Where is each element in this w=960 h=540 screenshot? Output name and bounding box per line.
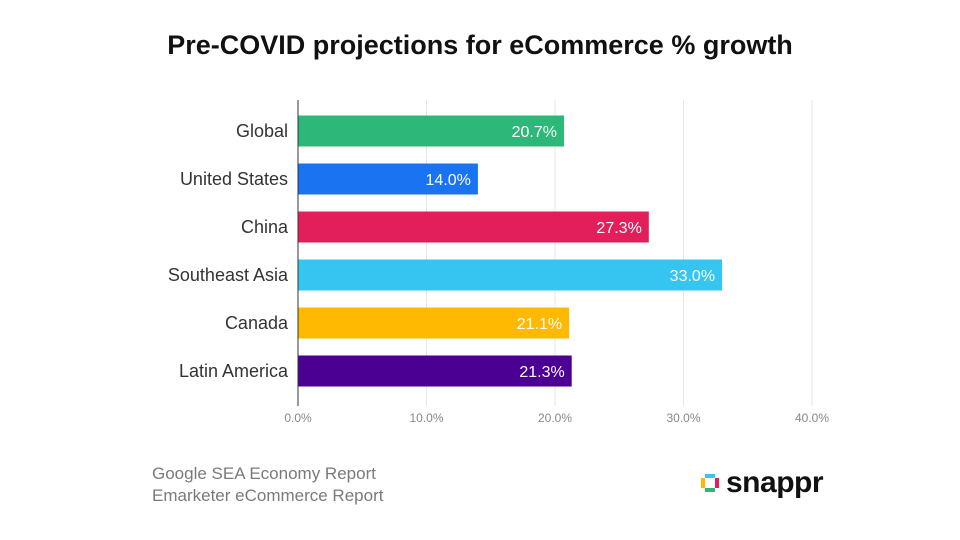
category-label: Latin America	[179, 361, 289, 381]
bar	[298, 163, 478, 195]
bar	[298, 211, 649, 243]
category-label: Southeast Asia	[168, 265, 289, 285]
bar-value-label: 21.3%	[519, 364, 564, 381]
category-label: Canada	[225, 313, 289, 333]
gridlines: 0.0% 10.0% 20.0% 30.0% 40.0%	[284, 100, 829, 425]
snappr-logo-icon	[701, 474, 719, 492]
bar	[298, 115, 564, 147]
x-tick-label: 10.0%	[409, 411, 443, 425]
category-label: China	[241, 217, 289, 237]
bar-value-label: 14.0%	[426, 172, 471, 189]
category-label: United States	[180, 169, 288, 189]
x-tick-label: 40.0%	[795, 411, 829, 425]
snappr-logo: snappr	[700, 466, 824, 499]
bar-value-label: 21.1%	[517, 316, 562, 333]
sources: Google SEA Economy Report Emarketer eCom…	[152, 463, 383, 507]
bar-value-label: 27.3%	[596, 220, 641, 237]
bar-value-label: 33.0%	[670, 268, 715, 285]
source-line-2: Emarketer eCommerce Report	[152, 486, 384, 505]
snappr-logo-text: snappr	[726, 466, 824, 499]
bar-value-label: 20.7%	[512, 124, 557, 141]
x-tick-label: 30.0%	[666, 411, 700, 425]
source-line-1: Google SEA Economy Report	[152, 464, 376, 483]
bars: 20.7% 14.0% 27.3% 33.0% 21.1% 21.3%	[298, 115, 723, 387]
bar	[298, 355, 572, 387]
bar	[298, 307, 570, 339]
x-tick-label: 20.0%	[538, 411, 572, 425]
chart-title: Pre-COVID projections for eCommerce % gr…	[167, 30, 793, 60]
y-axis: Global United States China Southeast Asia Ca…	[168, 100, 299, 406]
bar	[298, 259, 723, 291]
x-tick-label: 0.0%	[284, 411, 312, 425]
category-label: Global	[236, 121, 288, 141]
